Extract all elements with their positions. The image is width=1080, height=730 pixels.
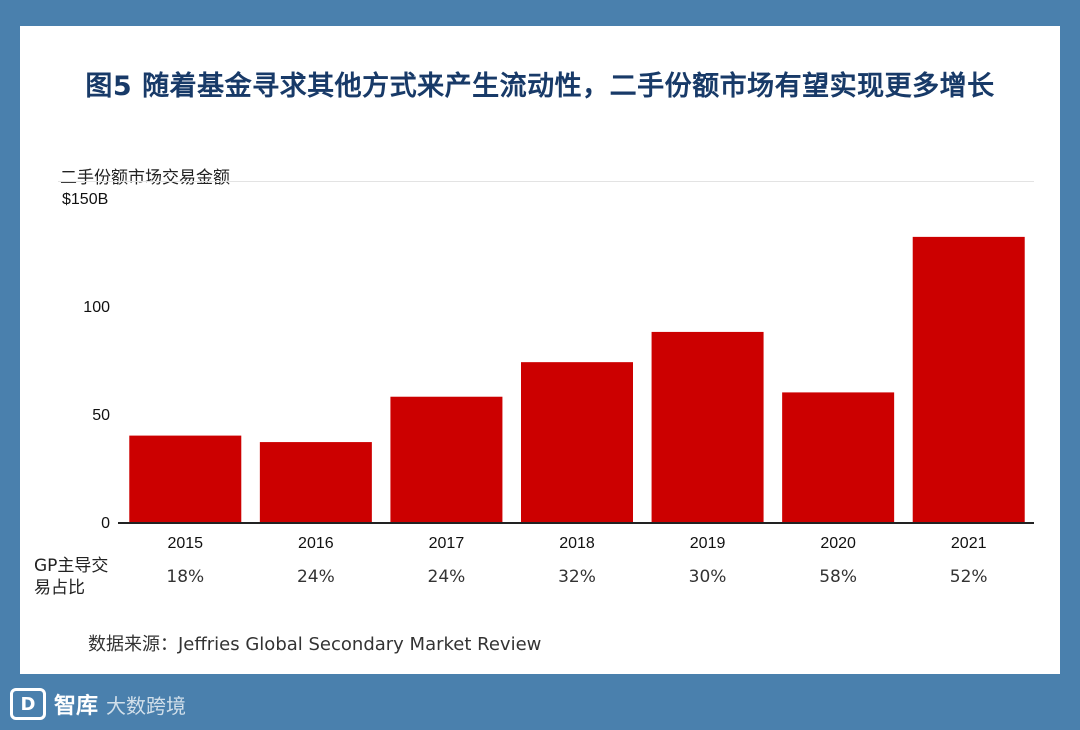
bar-2020	[782, 392, 895, 522]
x-tick-label: 2016	[298, 535, 334, 552]
logo-icon: D	[10, 688, 46, 720]
x-tick-label: 2021	[951, 535, 987, 552]
bar-2016	[259, 442, 372, 522]
gp-share-value: 58%	[819, 567, 858, 587]
bar-2015	[129, 435, 242, 522]
chart-title: 二手份额市场交易金额	[60, 168, 230, 188]
source-note: 数据来源：Jeffries Global Secondary Market Re…	[88, 634, 542, 655]
bar-2021	[912, 236, 1025, 522]
gp-share-value: 32%	[558, 567, 596, 587]
bar-2017	[390, 396, 503, 522]
bar-2019	[651, 331, 764, 522]
y-tick-label: 100	[83, 299, 110, 316]
x-tick-label: 2018	[559, 535, 595, 552]
content-card	[20, 26, 1060, 674]
gridline-top	[58, 181, 1034, 182]
gp-share-label-text: GP主导交易占比	[34, 556, 109, 598]
y-tick-label: 50	[92, 407, 110, 424]
logo-name: 智库	[54, 694, 99, 719]
x-tick-label: 2019	[690, 535, 726, 552]
gp-share-value: 18%	[166, 567, 205, 587]
gp-share-value: 24%	[296, 567, 335, 587]
x-tick-label: 2015	[167, 535, 203, 552]
gp-share-value: 24%	[427, 567, 466, 587]
y-tick-label: 0	[101, 515, 110, 532]
watermark: 大数跨境	[106, 693, 187, 718]
x-tick-label: 2017	[429, 535, 465, 552]
page-title: 图5 随着基金寻求其他方式来产生流动性，二手份额市场有望实现更多增长	[85, 71, 995, 102]
gp-share-value: 52%	[949, 567, 988, 587]
x-tick-label: 2020	[820, 535, 856, 552]
gp-share-value: 30%	[688, 567, 727, 587]
y-tick-label: $150B	[62, 191, 108, 208]
logo: D 智库 大数跨境	[10, 684, 186, 724]
gp-share-label: GP主导交易占比	[34, 555, 120, 599]
bar-2018	[521, 362, 633, 522]
